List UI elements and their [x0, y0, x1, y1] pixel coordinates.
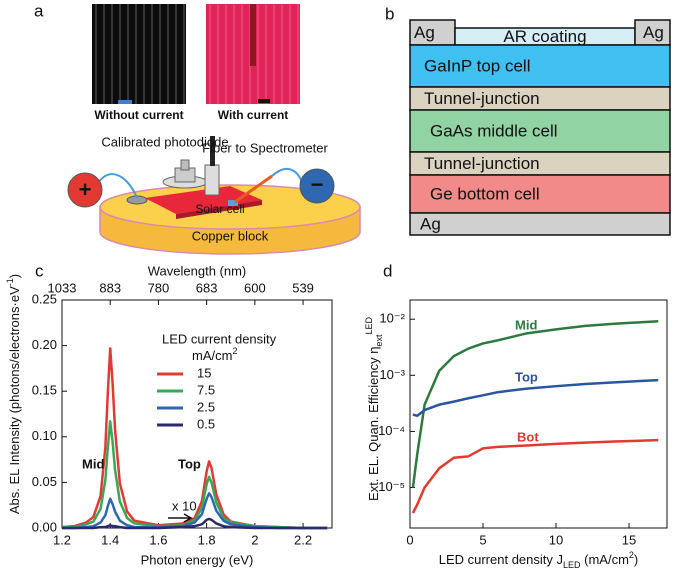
annotation: Mid [82, 456, 104, 471]
series-label: Top [515, 369, 538, 384]
plot-frame [409, 299, 668, 529]
fiber-label: Fiber to Spectrometer [202, 140, 328, 155]
y-tick-label: 0.15 [32, 383, 57, 398]
plus-terminal: + [79, 177, 92, 202]
x-tick-label: 15 [622, 532, 636, 547]
x-tick-label: 2.2 [294, 532, 312, 547]
panel-letter: a [34, 1, 44, 20]
y-tick-label: 0.20 [32, 337, 57, 352]
x2-tick-label: 539 [292, 280, 314, 295]
layer [409, 44, 671, 88]
layer-label: Ge bottom cell [430, 184, 540, 203]
x-tick-label: 1.8 [198, 532, 216, 547]
charts: c 1.2 1.4 1.6 1.8 2 2.2 1033 883 780 683 600 539 0.00… [5, 261, 668, 570]
x-tick-label: 5 [479, 532, 486, 547]
layer-stack: Ag AR coating Ag GaInP top cell Tunnel-junct… [409, 19, 671, 236]
y-tick-label: 0.05 [32, 474, 57, 489]
x2-tick-label: 1033 [48, 280, 77, 295]
x-tick-label: 10 [549, 532, 563, 547]
layer-label: Ag [643, 23, 664, 42]
annotation: x 10 [172, 498, 197, 513]
plot-frame [61, 299, 333, 529]
series-line [62, 517, 328, 530]
annotation: Top [178, 456, 201, 471]
annotation-arrow [168, 513, 193, 523]
series-line [411, 319, 659, 488]
layer-label: GaInP top cell [424, 56, 530, 75]
layer-label: Tunnel-junction [424, 154, 540, 173]
legend-label: 0.5 [197, 416, 215, 431]
y-tick-label: 0.00 [32, 519, 57, 534]
y-tick-label: 10⁻⁴ [378, 423, 405, 438]
x2-tick-label: 683 [196, 280, 218, 295]
x-tick-label: 1.6 [149, 532, 167, 547]
y-tick-label: 10⁻⁵ [378, 479, 405, 494]
layer [409, 212, 671, 236]
panel-letter: c [35, 261, 44, 280]
panel-letter: b [385, 4, 394, 23]
x-axis-label: LED current density JLED (mA/cm2) [439, 550, 639, 570]
y-tick-label: 10⁻³ [379, 367, 405, 382]
x2-axis-label: Wavelength (nm) [148, 263, 247, 278]
legend-label: 2.5 [197, 399, 215, 414]
y-tick-label: 10⁻² [379, 311, 405, 326]
layer-label: Ag [420, 214, 441, 233]
series-line [412, 378, 659, 418]
x-tick-label: 0 [406, 532, 413, 547]
y-tick-label: 0.25 [32, 291, 57, 306]
chart: d 0 5 10 15 10⁻⁵ 10⁻⁴ 10⁻³ 10⁻² LED current densi… [364, 261, 668, 570]
x-tick-label: 1.2 [53, 532, 71, 547]
photodiode-label: Calibrated photodiode [101, 134, 228, 149]
block-label: Copper block [192, 228, 269, 243]
layer-label: GaAs middle cell [430, 121, 558, 140]
photo-red [206, 4, 300, 104]
x2-tick-label: 780 [148, 280, 170, 295]
legend-title: LED current density [162, 331, 277, 346]
solar-cell-label: Solar cell [195, 202, 244, 216]
setup-diagram [67, 136, 361, 255]
legend-label: 7.5 [197, 382, 215, 397]
layer [409, 174, 671, 214]
y-axis-label: Abs. EL Intensity (photons/electrons·eV-… [5, 274, 22, 514]
layer-label: Ag [414, 23, 435, 42]
minus-terminal: − [311, 172, 324, 197]
chart: c 1.2 1.4 1.6 1.8 2 2.2 1033 883 780 683 600 539 0.00… [5, 261, 333, 567]
layer-label: AR coating [503, 27, 586, 46]
layer [409, 109, 671, 153]
x2-tick-label: 600 [244, 280, 266, 295]
y-tick-label: 0.10 [32, 428, 57, 443]
legend-unit: mA/cm2 [192, 346, 237, 363]
photo-label: Without current [94, 108, 183, 122]
photo-label: With current [218, 108, 289, 122]
panel-letter: d [383, 261, 392, 280]
series-label: Mid [515, 317, 537, 332]
photo-dark [92, 4, 186, 104]
y-axis-label: Ext. EL. Quan. Efficiency ηextLED [364, 317, 384, 501]
legend-label: 15 [197, 365, 211, 380]
x-tick-label: 2 [251, 532, 258, 547]
x-axis-label: Photon energy (eV) [141, 552, 254, 567]
series-line [411, 438, 659, 514]
x-tick-label: 1.4 [101, 532, 119, 547]
series-label: Bot [517, 429, 539, 444]
x2-tick-label: 883 [99, 280, 121, 295]
layer-label: Tunnel-junction [424, 89, 540, 108]
